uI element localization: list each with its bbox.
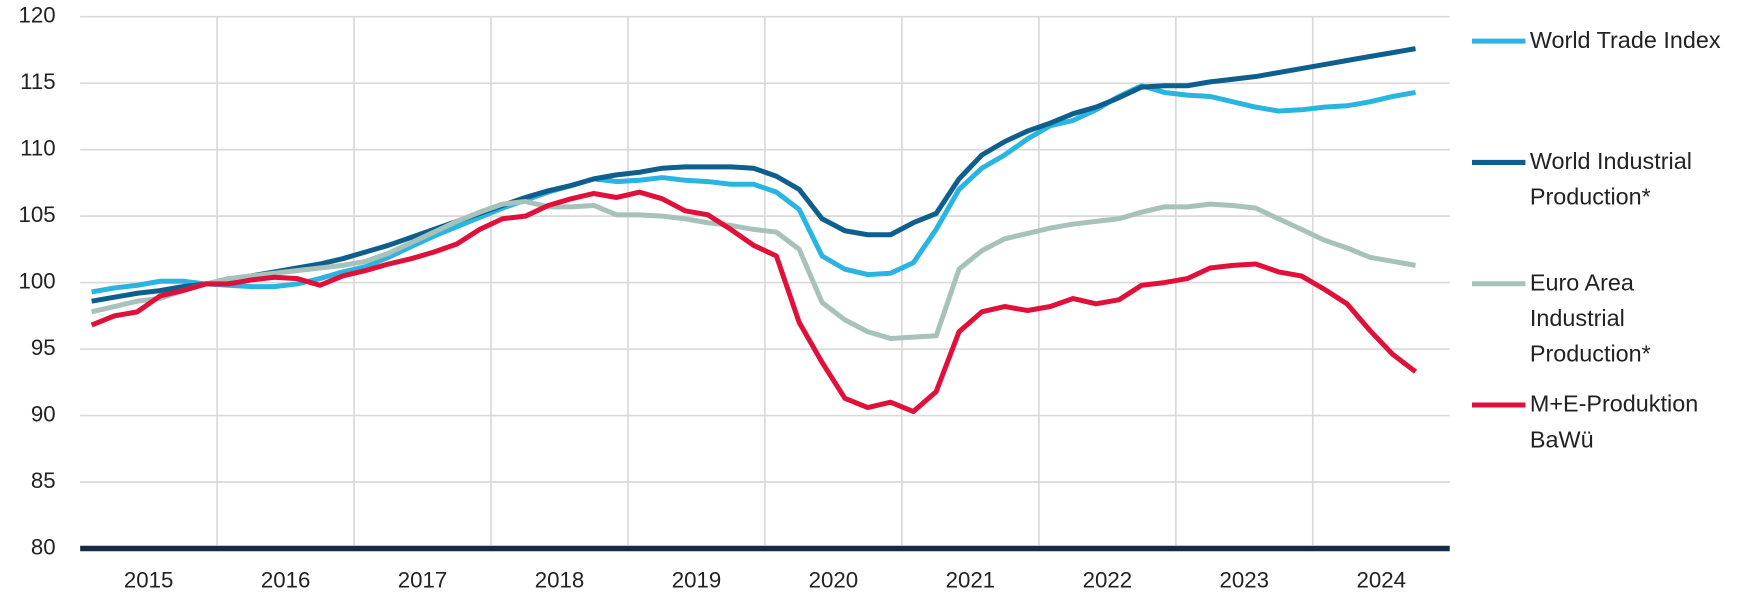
x-tick-label: 2024	[1356, 568, 1406, 593]
y-tick-label: 120	[19, 3, 56, 28]
legend-label: Euro Area Industrial Production*	[1529, 270, 1651, 368]
x-tick-label: 2020	[809, 568, 859, 593]
x-tick-label: 2021	[946, 568, 996, 593]
x-tick-label: 2022	[1083, 568, 1133, 593]
y-tick-label: 80	[31, 534, 56, 559]
y-tick-label: 95	[31, 335, 56, 360]
legend-item: M+E-Produktion BaWü	[1529, 391, 1699, 453]
series-line	[91, 198, 1416, 341]
y-tick-label: 110	[20, 136, 55, 161]
series-line	[91, 46, 1416, 304]
legend-label: World Industrial Production*	[1529, 149, 1692, 211]
x-tick-label: 2018	[535, 568, 585, 593]
x-tick-label: 2015	[124, 568, 174, 593]
legend-label: M+E-Produktion BaWü	[1529, 391, 1699, 453]
legend-label: World Trade Index	[1529, 27, 1721, 54]
y-tick-label: 85	[31, 468, 56, 493]
legend-item: Euro Area Industrial Production*	[1529, 270, 1651, 368]
x-tick-label: 2016	[261, 568, 311, 593]
x-tick-label: 2017	[398, 568, 448, 593]
x-tick-label: 2019	[672, 568, 722, 593]
x-tick-label: 2023	[1220, 568, 1270, 593]
y-tick-label: 115	[20, 69, 55, 94]
y-tick-label: 105	[19, 202, 56, 227]
series-line	[91, 83, 1416, 295]
series-line	[90, 189, 1418, 415]
y-tick-label: 90	[31, 401, 56, 426]
legend-item: World Trade Index	[1529, 27, 1721, 54]
legend-item: World Industrial Production*	[1529, 149, 1692, 211]
y-tick-label: 100	[19, 268, 56, 293]
